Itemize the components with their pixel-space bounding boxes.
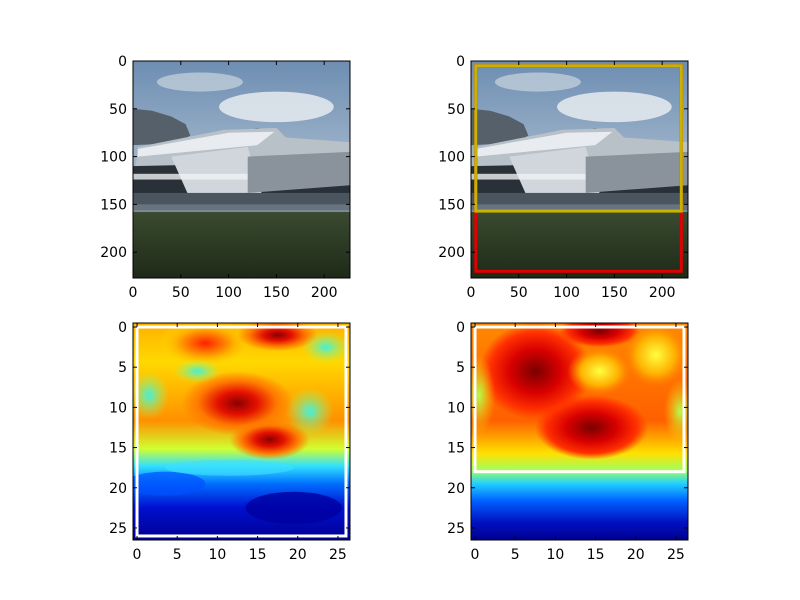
y-tick-label: 15: [447, 441, 465, 457]
axes-frame: [470, 60, 689, 279]
y-tick-label: 0: [456, 54, 465, 70]
bounding-box: [135, 325, 348, 538]
x-tick-label: 15: [249, 547, 267, 563]
x-tick-label: 150: [601, 285, 628, 301]
y-tick-label: 15: [109, 441, 127, 457]
x-tick-label: 20: [289, 547, 307, 563]
x-tick-label: 200: [649, 285, 676, 301]
photo-image: [133, 61, 350, 278]
axes-frame: [470, 322, 689, 541]
y-tick-label: 200: [438, 245, 465, 261]
y-tick-label: 25: [447, 521, 465, 537]
x-tick-label: 5: [511, 547, 520, 563]
x-tick-label: 10: [208, 547, 226, 563]
heatmap-fine: [133, 323, 350, 540]
heatmap-smooth: [471, 323, 688, 540]
x-tick-label: 25: [667, 547, 685, 563]
x-tick-label: 0: [133, 547, 142, 563]
x-tick-label: 150: [263, 285, 290, 301]
y-tick-label: 25: [109, 521, 127, 537]
y-tick-label: 5: [118, 360, 127, 376]
x-tick-label: 200: [311, 285, 338, 301]
x-tick-label: 25: [329, 547, 347, 563]
x-tick-label: 100: [215, 285, 242, 301]
x-tick-label: 0: [471, 547, 480, 563]
y-tick-label: 150: [100, 197, 127, 213]
x-tick-label: 15: [587, 547, 605, 563]
y-tick-label: 0: [118, 320, 127, 336]
bounding-box: [474, 64, 683, 213]
subplot-top-left: 0 50 100 150 200 0 50 100 150 200: [100, 54, 351, 301]
y-tick-label: 10: [109, 400, 127, 416]
y-tick-label: 20: [447, 481, 465, 497]
axes-frame: [132, 60, 351, 279]
axes-frame: [132, 322, 351, 541]
y-tick-label: 100: [438, 150, 465, 166]
y-tick-label: 200: [100, 245, 127, 261]
subplot-bottom-left: 0 5 10 15 20 25 0 5 10 15 20 25: [109, 320, 351, 563]
y-tick-label: 10: [447, 400, 465, 416]
y-tick-label: 50: [109, 102, 127, 118]
y-tick-label: 100: [100, 150, 127, 166]
y-tick-label: 50: [447, 102, 465, 118]
x-tick-label: 5: [173, 547, 182, 563]
x-tick-label: 0: [467, 285, 476, 301]
subplot-bottom-right: 0 5 10 15 20 25 0 5 10 15 20 25: [447, 320, 689, 563]
y-tick-label: 150: [438, 197, 465, 213]
y-tick-label: 5: [456, 360, 465, 376]
x-tick-label: 10: [546, 547, 564, 563]
x-tick-label: 20: [627, 547, 645, 563]
x-tick-label: 100: [553, 285, 580, 301]
photo-image: [471, 61, 688, 278]
y-tick-label: 0: [456, 320, 465, 336]
subplot-top-right: 0 50 100 150 200 0 50 100 150 200: [438, 54, 689, 301]
bounding-box: [473, 325, 686, 474]
x-tick-label: 0: [129, 285, 138, 301]
y-tick-label: 20: [109, 481, 127, 497]
x-tick-label: 50: [172, 285, 190, 301]
y-tick-label: 0: [118, 54, 127, 70]
x-tick-label: 50: [510, 285, 528, 301]
